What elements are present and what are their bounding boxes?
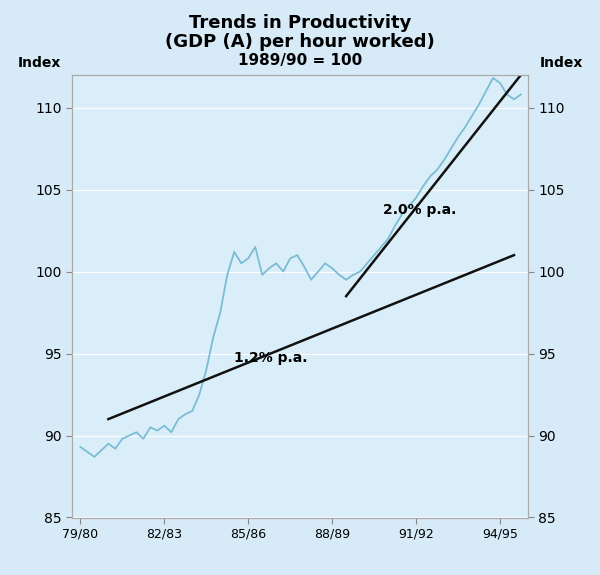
- Text: (GDP (A) per hour worked): (GDP (A) per hour worked): [165, 33, 435, 51]
- Text: 1989/90 = 100: 1989/90 = 100: [238, 53, 362, 68]
- Text: 1.2% p.a.: 1.2% p.a.: [234, 351, 308, 365]
- Text: Index: Index: [17, 56, 61, 70]
- Text: Trends in Productivity: Trends in Productivity: [189, 14, 411, 32]
- Text: Index: Index: [539, 56, 583, 70]
- Text: 2.0% p.a.: 2.0% p.a.: [383, 203, 456, 217]
